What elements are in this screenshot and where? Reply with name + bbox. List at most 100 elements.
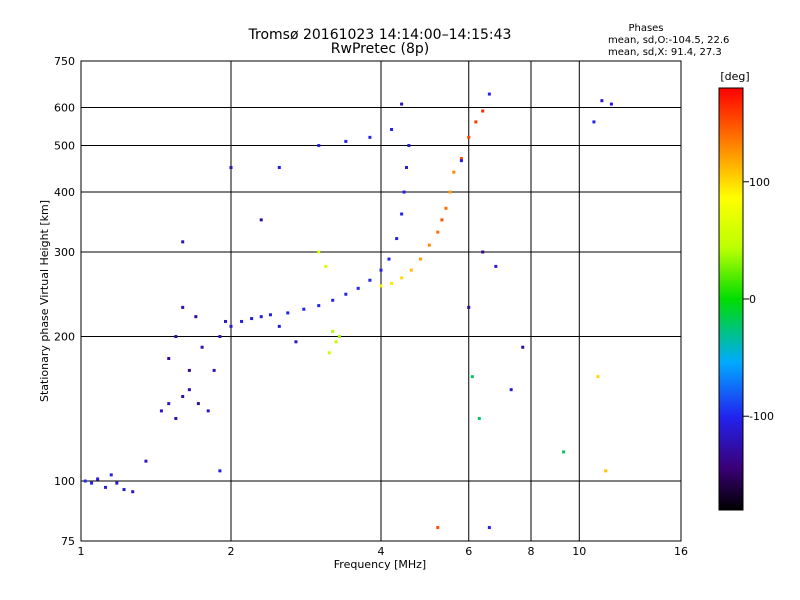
data-point [167,356,171,360]
data-point [131,490,135,494]
data-point [250,317,254,321]
data-point [494,264,498,268]
x-tick-label: 4 [378,545,385,558]
data-point [400,102,404,106]
colorbar-ticks: 100 0 -100 [743,176,774,423]
data-point [344,139,348,143]
data-point [268,313,272,317]
data-point [277,324,281,328]
colorbar-tick-label: -100 [749,410,774,423]
data-point [404,165,408,169]
colorbar-label: [deg] [720,70,749,83]
stat-line-o: mean, sd,O:-104.5, 22.6 [608,35,729,46]
data-point [294,340,298,344]
data-point [174,416,178,420]
data-point [187,388,191,392]
data-point [218,335,222,339]
data-point [487,526,491,530]
data-point [436,230,440,234]
data-point [400,212,404,216]
x-tick-label: 6 [465,545,472,558]
y-tick-label: 500 [54,140,75,153]
data-point [83,479,87,483]
data-point [604,469,608,473]
x-tick-labels: 1 2 4 6 8 10 16 [78,545,689,558]
colorbar: [deg] 100 0 -100 [718,70,774,511]
data-point [115,481,119,485]
x-tick-label: 10 [572,545,586,558]
data-point [200,345,204,349]
data-point [467,135,471,139]
data-point [224,319,228,323]
data-point [159,409,163,413]
data-point [317,250,321,254]
y-tick-label: 600 [54,102,75,115]
y-tick-label: 100 [54,475,75,488]
data-point [212,368,216,372]
data-point [167,402,171,406]
y-tick-label: 750 [54,55,75,68]
data-point [407,144,411,148]
colorbar-tick-label: 0 [749,293,756,306]
data-point [96,477,100,481]
data-point [218,469,222,473]
data-point [229,324,233,328]
data-point [331,329,335,333]
data-point [521,345,525,349]
data-point [440,218,444,222]
data-point [387,257,391,261]
x-tick-label: 16 [674,545,688,558]
data-point [436,526,440,530]
data-point [344,292,348,296]
chart-title-line1: Tromsø 20161023 14:14:00–14:15:43 [248,27,512,43]
y-tick-labels: 75 100 200 300 400 500 600 750 [54,55,75,548]
data-point [302,307,306,311]
data-point [452,170,456,174]
x-tick-label: 2 [228,545,235,558]
data-point [509,388,513,392]
data-point [427,243,431,247]
data-point [181,240,185,244]
data-point [487,92,491,96]
colorbar-tick-label: 100 [749,176,770,189]
x-tick-label: 1 [78,545,85,558]
y-tick-label: 300 [54,246,75,259]
data-point [400,276,404,280]
data-point [448,190,452,194]
data-point [379,284,383,288]
data-point [390,281,394,285]
data-point [418,257,422,261]
colorbar-gradient [718,87,744,511]
data-point [259,218,263,222]
data-point [331,298,335,302]
data-point [90,481,94,485]
data-point [600,99,604,103]
data-point [334,340,338,344]
phases-label: Phases [628,23,663,34]
data-point [459,156,463,160]
x-tick-label: 8 [528,545,535,558]
data-point [206,409,210,413]
data-point [356,286,360,290]
grid-layer [81,61,681,541]
data-point [368,278,372,282]
data-point [240,319,244,323]
stat-line-x: mean, sd,X: 91.4, 27.3 [608,47,722,58]
data-point [181,395,185,399]
data-point [196,402,200,406]
data-point [181,305,185,309]
y-axis-label: Stationary phase Virtual Height [km] [38,200,51,402]
data-point [409,268,413,272]
y-tick-label: 75 [61,535,75,548]
data-point [259,315,263,319]
data-point [609,102,613,106]
data-point [104,485,108,489]
data-point [317,144,321,148]
data-point [194,315,198,319]
x-axis-label: Frequency [MHz] [334,558,426,571]
data-point [317,304,321,308]
data-point [337,335,341,339]
data-point [596,375,600,379]
data-points [83,92,613,530]
